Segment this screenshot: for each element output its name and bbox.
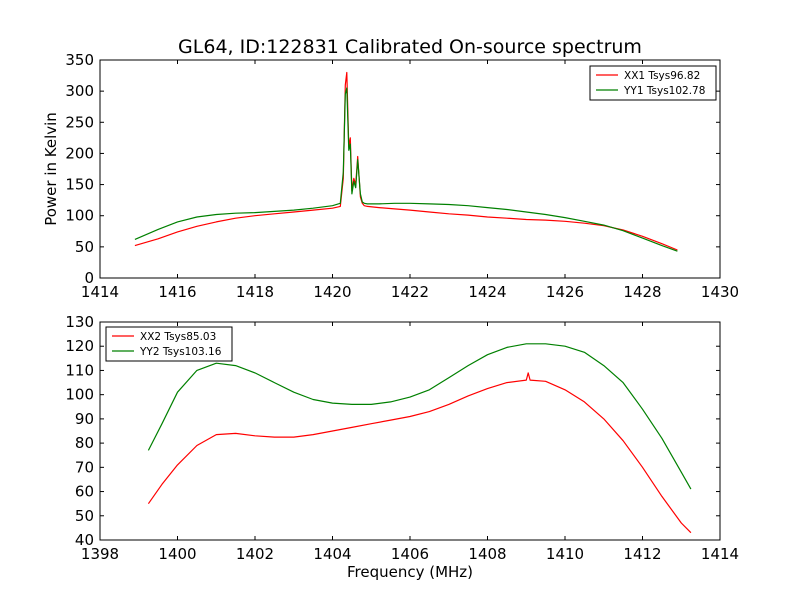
x-tick-label: 1410 bbox=[546, 545, 584, 563]
x-tick-label: 1414 bbox=[81, 283, 119, 301]
x-tick-label: 1416 bbox=[158, 283, 196, 301]
y-tick-label: 70 bbox=[75, 458, 94, 476]
y-tick-label: 50 bbox=[75, 507, 94, 525]
y-tick-label: 60 bbox=[75, 483, 94, 501]
y-tick-label: 100 bbox=[65, 207, 94, 225]
y-tick-label: 350 bbox=[65, 51, 94, 69]
x-tick-label: 1418 bbox=[236, 283, 274, 301]
x-tick-label: 1400 bbox=[158, 545, 196, 563]
legend-entry: YY1 Tsys102.78 bbox=[623, 85, 705, 97]
x-tick-label: 1420 bbox=[313, 283, 351, 301]
x-tick-label: 1430 bbox=[701, 283, 739, 301]
legend-entry: XX2 Tsys85.03 bbox=[140, 331, 216, 343]
legend-box bbox=[589, 65, 717, 101]
bottom-plot: 1398 1400 1402 1404 1406 1408 1410 1412 1414 40 50… bbox=[65, 313, 739, 581]
y-tick-label: 90 bbox=[75, 410, 94, 428]
y-tick-label: 300 bbox=[65, 82, 94, 100]
y-tick-label: 40 bbox=[75, 531, 94, 549]
x-tick-label: 1404 bbox=[313, 545, 351, 563]
y-tick-label: 110 bbox=[65, 361, 94, 379]
x-tick-label: 1398 bbox=[81, 545, 119, 563]
x-tick-label: 1414 bbox=[701, 545, 739, 563]
y-tick-label: 120 bbox=[65, 337, 94, 355]
y-tick-label: 200 bbox=[65, 144, 94, 162]
x-tick-label: 1426 bbox=[546, 283, 584, 301]
y-tick-label: 0 bbox=[84, 269, 94, 287]
plot-area bbox=[134, 71, 678, 252]
y-tick-label: 50 bbox=[75, 238, 94, 256]
y-tick-label: 250 bbox=[65, 113, 94, 131]
series-line-2 bbox=[147, 343, 692, 490]
x-tick-label: 1422 bbox=[391, 283, 429, 301]
legend: XX2 Tsys85.03 YY2 Tsys103.16 bbox=[105, 326, 233, 362]
series-line-2 bbox=[134, 87, 678, 252]
x-tick-label: 1406 bbox=[391, 545, 429, 563]
legend: XX1 Tsys96.82 YY1 Tsys102.78 bbox=[589, 65, 717, 101]
plot-area bbox=[147, 343, 692, 534]
y-tick-label: 150 bbox=[65, 176, 94, 194]
legend-entry: XX1 Tsys96.82 bbox=[624, 70, 700, 82]
x-tick-label: 1424 bbox=[468, 283, 506, 301]
figure-title: GL64, ID:122831 Calibrated On-source spe… bbox=[178, 36, 642, 58]
x-tick-label: 1402 bbox=[236, 545, 274, 563]
series-line-1 bbox=[147, 372, 692, 534]
legend-entry: YY2 Tsys103.16 bbox=[139, 346, 222, 358]
y-tick-label: 100 bbox=[65, 386, 94, 404]
x-axis-label: Frequency (MHz) bbox=[347, 563, 473, 581]
legend-box bbox=[105, 326, 233, 362]
x-tick-label: 1408 bbox=[468, 545, 506, 563]
y-tick-label: 130 bbox=[65, 313, 94, 331]
y-axis-label: Power in Kelvin bbox=[42, 112, 60, 226]
y-tick-label: 80 bbox=[75, 434, 94, 452]
top-plot: 1414 1416 1418 1420 1422 1424 1426 1428 1430 0 50 1… bbox=[42, 51, 739, 301]
x-tick-label: 1428 bbox=[623, 283, 661, 301]
x-tick-label: 1412 bbox=[623, 545, 661, 563]
